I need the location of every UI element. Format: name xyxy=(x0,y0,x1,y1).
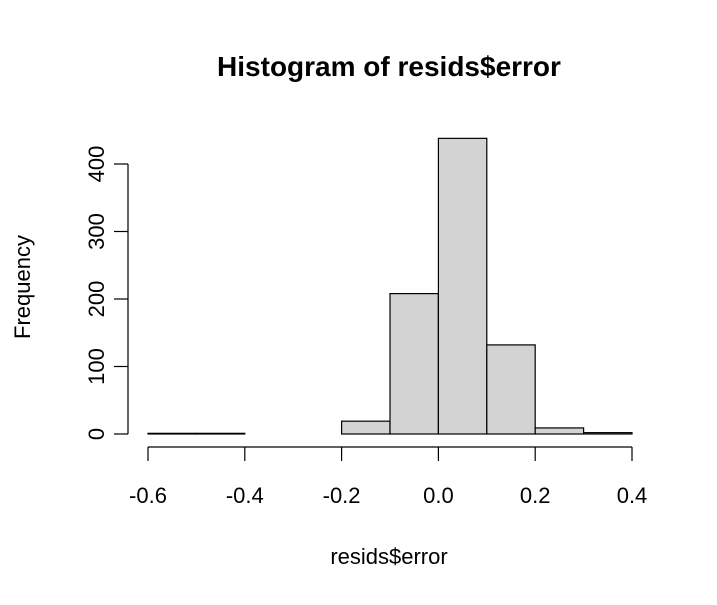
x-tick-label-1: -0.4 xyxy=(226,483,264,508)
x-axis: -0.6 -0.4 -0.2 0.0 0.2 0.4 xyxy=(129,446,648,508)
x-tick-label-0: -0.6 xyxy=(129,483,167,508)
y-tick-label-2: 200 xyxy=(84,281,109,318)
histogram-bar-1 xyxy=(195,432,246,435)
x-tick-label-4: 0.2 xyxy=(520,483,551,508)
histogram-bar-0 xyxy=(147,432,198,435)
histogram-bar-9 xyxy=(582,432,633,435)
x-tick-label-3: 0.0 xyxy=(423,483,454,508)
histogram-bar-4 xyxy=(341,420,391,435)
y-tick-label-0: 0 xyxy=(84,428,109,440)
histogram-bar-5 xyxy=(389,293,440,435)
x-tick-label-5: 0.4 xyxy=(617,483,648,508)
histogram-bar-6 xyxy=(437,137,488,435)
y-axis-label: Frequency xyxy=(10,235,35,339)
bars-group xyxy=(147,137,633,435)
y-tick-label-4: 400 xyxy=(84,146,109,183)
y-tick-label-3: 300 xyxy=(84,213,109,250)
y-tick-label-1: 100 xyxy=(84,348,109,385)
histogram-bar-8 xyxy=(534,427,585,435)
x-tick-label-2: -0.2 xyxy=(323,483,361,508)
histogram-bar-7 xyxy=(486,344,536,435)
y-axis: 0 100 200 300 400 xyxy=(84,146,129,440)
x-axis-label: resids$error xyxy=(330,544,447,569)
chart-title: Histogram of resids$error xyxy=(217,51,561,82)
